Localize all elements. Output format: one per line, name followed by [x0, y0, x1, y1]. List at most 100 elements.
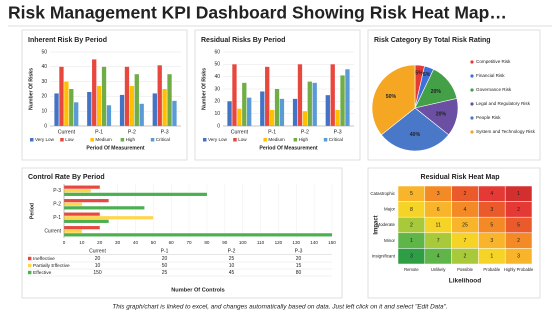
col-label: Highly Probable	[504, 267, 534, 272]
legend-swatch	[203, 138, 207, 142]
y-tick-label: 30	[41, 79, 47, 85]
bar	[307, 81, 312, 126]
legend-label: Legal and Regulatory Risk	[476, 101, 531, 106]
legend-swatch	[30, 138, 34, 142]
cell-value: 3	[490, 238, 493, 244]
bar	[232, 64, 237, 126]
bar	[335, 109, 340, 126]
row-label: Catastrophic	[370, 191, 395, 196]
table-cell: 20	[296, 256, 302, 262]
bar	[64, 229, 82, 233]
x-axis-label: Number Of Controls	[171, 287, 224, 293]
cell-value: 5	[517, 222, 520, 228]
legend-swatch	[120, 138, 125, 142]
legend-swatch	[28, 256, 32, 261]
bar	[64, 199, 109, 203]
bar	[54, 93, 59, 126]
chart-title: Risk Category By Total Risk Rating	[374, 37, 491, 44]
bar	[242, 82, 247, 126]
bar	[64, 81, 69, 126]
table-header: P-1	[161, 248, 169, 254]
bar	[74, 102, 79, 126]
y-axis-label: Period	[29, 203, 35, 219]
chart-title: Residual Risk Heat Map	[421, 174, 500, 181]
slice-label: 5%	[423, 72, 431, 78]
heat-cell	[504, 248, 533, 265]
cell-value: 4	[490, 191, 493, 197]
slice-label: 5%	[415, 70, 423, 76]
table-cell: 25	[229, 256, 235, 262]
pie-slice	[380, 107, 450, 152]
bar	[129, 86, 135, 126]
legend-swatch	[28, 270, 32, 275]
legend-label: High	[299, 137, 309, 142]
cell-value: 2	[410, 222, 413, 228]
bar	[69, 89, 74, 126]
y-tick-label: 20	[41, 94, 47, 100]
page-title: Risk Management KPI Dashboard Showing Ri…	[8, 3, 507, 23]
y-tick-label: Current	[44, 229, 61, 235]
col-label: Unlikely	[431, 267, 447, 272]
y-axis-label: Impact	[374, 215, 380, 234]
cell-value: 4	[437, 254, 440, 260]
x-tick-label: 50	[151, 240, 157, 245]
x-tick-label: P-2	[128, 129, 136, 135]
bar	[59, 66, 64, 126]
y-axis-label: Number Of Risks	[28, 68, 34, 110]
x-tick-label: 80	[204, 240, 210, 245]
y-tick-label: 40	[41, 64, 47, 70]
legend-label: Medium	[95, 137, 112, 142]
legend-swatch	[233, 138, 237, 142]
bar	[124, 66, 130, 126]
slice-label: 20%	[436, 111, 447, 117]
cell-value: 2	[517, 238, 520, 244]
y-tick-label: 0	[217, 123, 220, 129]
bar	[134, 74, 139, 126]
cell-value: 1	[410, 238, 413, 244]
x-tick-label: 0	[63, 240, 66, 245]
x-axis-label: Period Of Measurement	[86, 145, 145, 151]
y-axis-label: Number Of Risks	[201, 68, 207, 110]
col-label: Remote	[404, 267, 419, 272]
cell-value: 7	[437, 238, 440, 244]
row-label: Minor	[384, 238, 396, 243]
x-tick-label: 140	[310, 240, 318, 245]
table-header: Current	[89, 248, 106, 254]
x-tick-label: 30	[115, 240, 121, 245]
bar	[162, 89, 167, 126]
bar	[345, 69, 350, 126]
bar	[64, 202, 82, 206]
slice-label: 20%	[431, 89, 442, 95]
bar	[64, 216, 154, 220]
x-axis-label: Period Of Measurement	[259, 145, 318, 151]
row-label: Moderate	[376, 222, 395, 227]
table-cell: 50	[162, 263, 168, 269]
bar	[330, 64, 335, 126]
legend-swatch	[60, 138, 64, 142]
x-tick-label: 110	[257, 240, 265, 245]
table-cell: 80	[296, 270, 302, 276]
y-tick-label: P-1	[53, 215, 61, 221]
legend-label: Governance Risk	[476, 87, 512, 92]
y-tick-label: P-2	[53, 202, 61, 208]
table-cell: 15	[296, 263, 302, 269]
table-header: P-2	[228, 248, 236, 254]
bar	[302, 111, 308, 126]
x-tick-label: P-1	[268, 129, 276, 135]
y-tick-label: 30	[214, 86, 220, 92]
cell-value: 6	[437, 207, 440, 213]
bar	[292, 98, 298, 126]
bar	[237, 108, 242, 126]
legend-label: Partially Effective	[33, 263, 70, 269]
bar	[227, 101, 232, 126]
cell-value: 2	[464, 191, 467, 197]
x-tick-label: 90	[222, 240, 228, 245]
x-tick-label: P-3	[161, 129, 169, 135]
x-tick-label: Current	[231, 129, 249, 135]
cell-value: 2	[464, 254, 467, 260]
legend-label: Financial Risk	[476, 73, 505, 78]
legend-label: System and Technology Risk	[476, 129, 536, 134]
legend-label: Low	[65, 137, 74, 142]
pie-slice	[371, 64, 416, 136]
cell-value: 4	[464, 207, 467, 213]
